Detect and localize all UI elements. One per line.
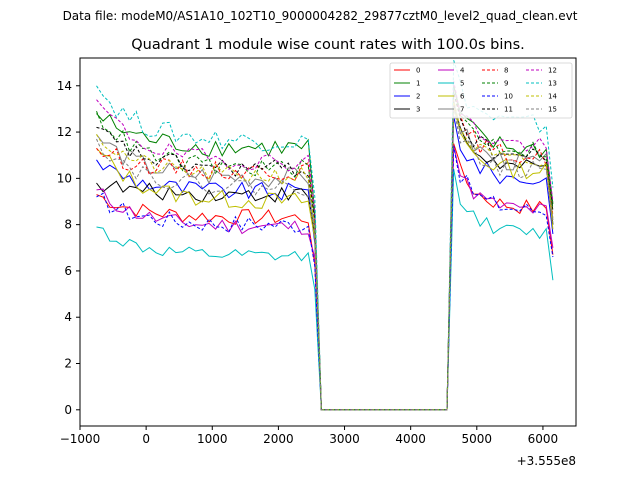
y-tick-label: 10 xyxy=(57,171,72,185)
x-tick-label: −1000 xyxy=(60,432,101,446)
y-axis: 0 2 4 6 8 10 12 14 xyxy=(57,79,80,417)
legend-label: 15 xyxy=(548,106,557,114)
series-layer xyxy=(96,60,554,411)
legend-box xyxy=(389,62,573,119)
series-line-9 xyxy=(96,85,554,411)
x-tick-label: 1000 xyxy=(197,432,228,446)
x-tick-label: 2000 xyxy=(263,432,294,446)
chart-title: Quadrant 1 module wise count rates with … xyxy=(131,37,525,53)
legend-label: 1 xyxy=(416,80,420,88)
x-axis-offset-label: +3.555e8 xyxy=(517,454,576,468)
legend-label: 0 xyxy=(416,67,420,75)
legend-label: 3 xyxy=(416,106,420,114)
series-line-6 xyxy=(96,106,554,411)
x-tick-label: 3000 xyxy=(329,432,360,446)
x-tick-label: 6000 xyxy=(528,432,559,446)
legend-label: 13 xyxy=(548,80,557,88)
legend-label: 14 xyxy=(548,93,557,101)
series-line-12 xyxy=(96,81,554,411)
series-line-0 xyxy=(96,143,554,411)
x-tick-label: 0 xyxy=(142,432,150,446)
legend-label: 4 xyxy=(460,67,465,75)
series-line-1 xyxy=(96,85,554,411)
y-tick-label: 0 xyxy=(64,403,72,417)
x-tick-label: 4000 xyxy=(395,432,426,446)
legend-label: 8 xyxy=(504,67,508,75)
legend-label: 12 xyxy=(548,67,557,75)
y-tick-label: 2 xyxy=(64,357,72,371)
series-line-5 xyxy=(96,169,554,411)
plot-area-frame xyxy=(79,57,577,427)
figure-suptitle: Data file: modeM0/AS1A10_102T10_90000042… xyxy=(63,9,578,23)
y-tick-label: 14 xyxy=(57,79,72,93)
legend-label: 6 xyxy=(460,93,465,101)
x-tick-label: 5000 xyxy=(462,432,493,446)
y-tick-label: 8 xyxy=(64,218,72,232)
legend-label: 11 xyxy=(504,106,513,114)
series-line-11 xyxy=(96,92,554,411)
series-line-10 xyxy=(96,145,554,411)
y-tick-label: 6 xyxy=(64,264,72,278)
legend-label: 5 xyxy=(460,80,464,88)
legend-label: 10 xyxy=(504,93,513,101)
series-line-15 xyxy=(96,106,554,411)
legend-label: 2 xyxy=(416,93,420,101)
y-tick-label: 4 xyxy=(64,310,72,324)
series-line-14 xyxy=(96,99,554,411)
legend-label: 9 xyxy=(504,80,508,88)
legend-label: 7 xyxy=(460,106,464,114)
x-axis: −1000 0 1000 2000 3000 4000 5000 6000 xyxy=(60,426,559,446)
y-tick-label: 12 xyxy=(57,125,72,139)
